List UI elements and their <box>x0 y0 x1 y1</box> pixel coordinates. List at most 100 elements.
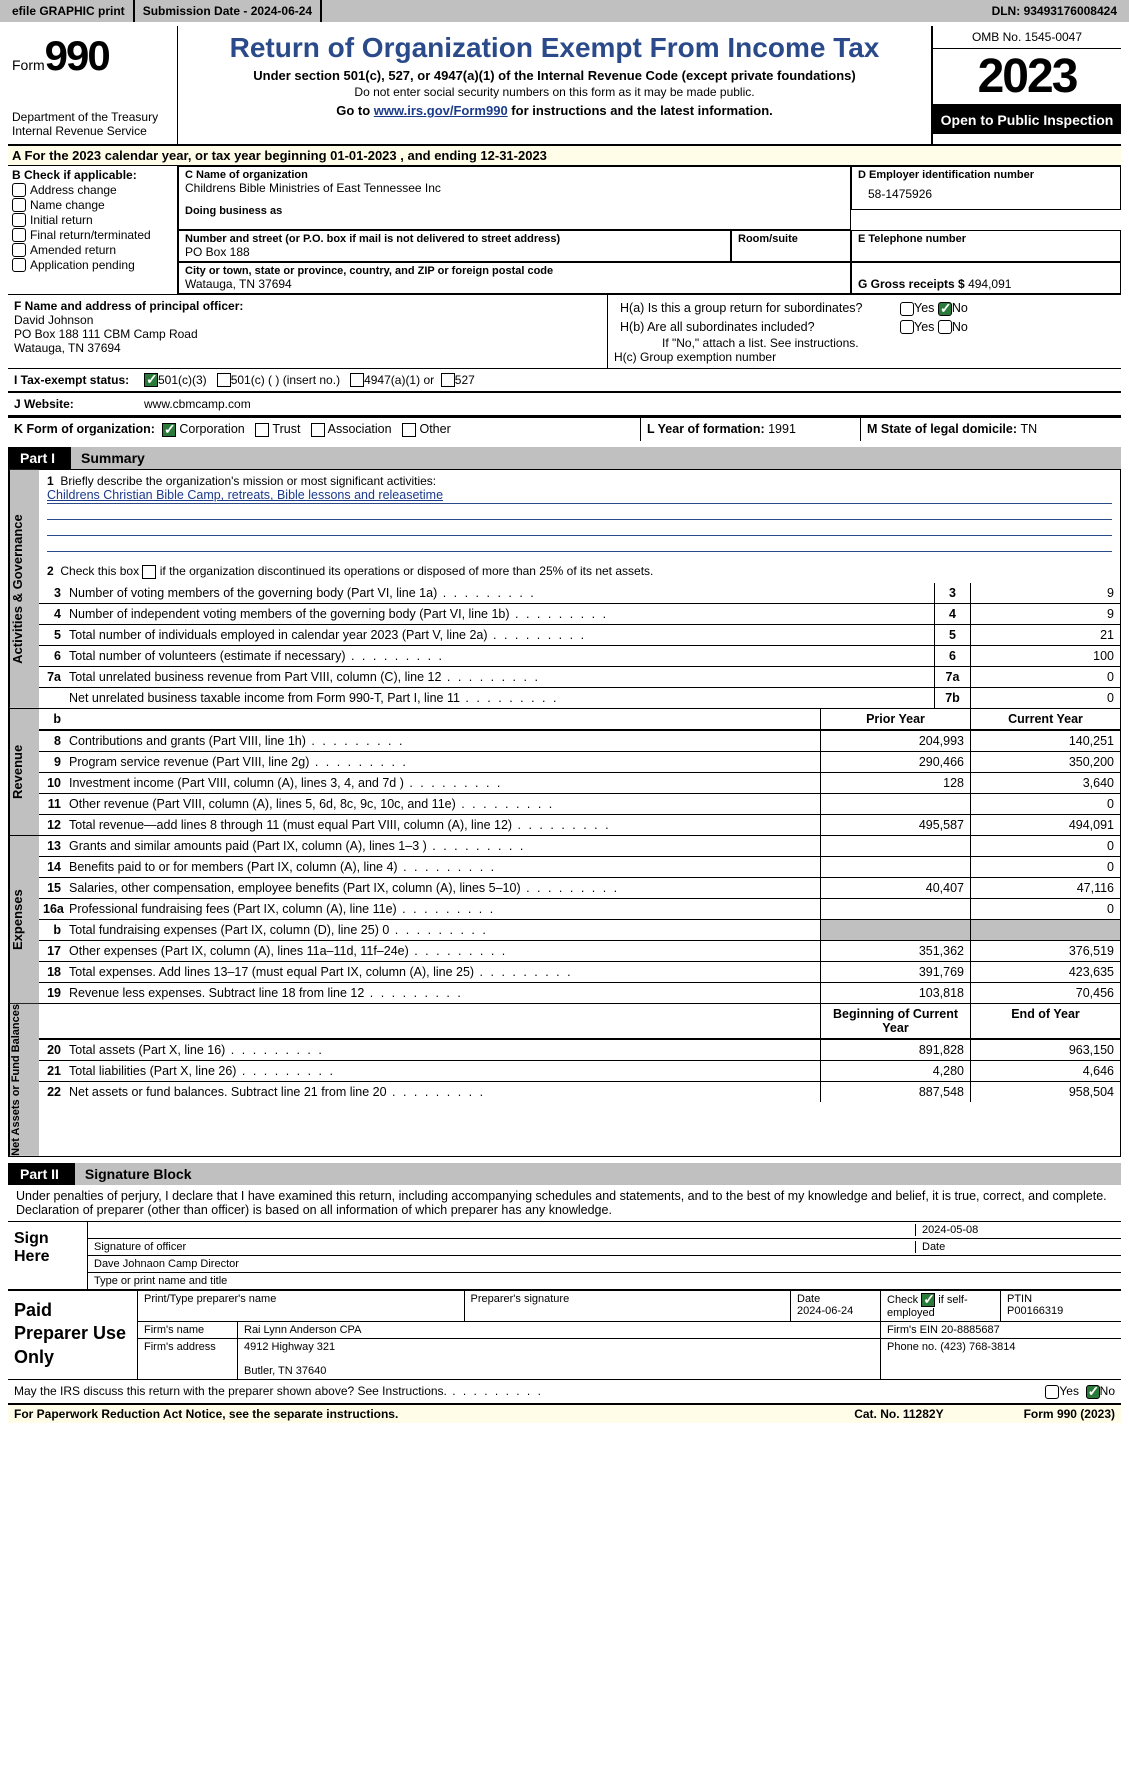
row-prior: 887,548 <box>820 1082 970 1102</box>
ag-row-value: 0 <box>970 688 1120 708</box>
row-text: Total fundraising expenses (Part IX, col… <box>65 920 820 940</box>
chk-amended[interactable] <box>12 243 26 257</box>
hdr-current-year: Current Year <box>970 709 1120 729</box>
section-net-assets: Net Assets or Fund Balances Beginning of… <box>8 1004 1121 1157</box>
chk-corp[interactable] <box>162 423 176 437</box>
paid-preparer-label: Paid Preparer Use Only <box>8 1291 138 1379</box>
ptin-value: P00166319 <box>1007 1305 1063 1317</box>
ein-label: D Employer identification number <box>858 169 1114 181</box>
part-2-title: Signature Block <box>75 1163 1121 1185</box>
h-a-label: H(a) Is this a group return for subordin… <box>614 299 894 318</box>
prep-name-label: Print/Type preparer's name <box>138 1291 465 1321</box>
org-name: Childrens Bible Ministries of East Tenne… <box>185 181 844 195</box>
dept-label: Department of the Treasury Internal Reve… <box>12 110 173 138</box>
row-text: Professional fundraising fees (Part IX, … <box>65 899 820 919</box>
chk-address-change[interactable] <box>12 183 26 197</box>
q2-text: Check this box if the organization disco… <box>60 564 653 578</box>
chk-name-change[interactable] <box>12 198 26 212</box>
firm-ein-label: Firm's EIN <box>887 1324 941 1336</box>
hb-yes[interactable] <box>900 320 914 334</box>
irs-link[interactable]: www.irs.gov/Form990 <box>374 103 508 118</box>
hdr-eoy: End of Year <box>970 1004 1120 1038</box>
tab-ag: Activities & Governance <box>9 470 39 708</box>
mission-text[interactable]: Childrens Christian Bible Camp, retreats… <box>47 488 443 502</box>
row-current: 140,251 <box>970 731 1120 751</box>
subtitle-1: Under section 501(c), 527, or 4947(a)(1)… <box>188 68 921 83</box>
form-word: Form <box>12 57 45 73</box>
row-current: 376,519 <box>970 941 1120 961</box>
subtitle-3: Go to www.irs.gov/Form990 for instructio… <box>188 103 921 118</box>
row-text: Investment income (Part VIII, column (A)… <box>65 773 820 793</box>
ha-yes[interactable] <box>900 302 914 316</box>
row-current: 3,640 <box>970 773 1120 793</box>
prep-self-employed: Check if self-employed <box>881 1291 1001 1321</box>
subtitle-2: Do not enter social security numbers on … <box>188 85 921 99</box>
chk-other[interactable] <box>402 423 416 437</box>
row-k: K Form of organization: Corporation Trus… <box>8 418 641 441</box>
prep-date-label: Date <box>797 1293 820 1305</box>
officer-label: F Name and address of principal officer: <box>14 299 243 313</box>
discuss-no[interactable] <box>1086 1385 1100 1399</box>
discuss-label: May the IRS discuss this return with the… <box>14 1384 543 1399</box>
section-revenue: Revenue bPrior YearCurrent Year 8Contrib… <box>8 709 1121 836</box>
row-m: M State of legal domicile: TN <box>861 418 1121 441</box>
row-text: Total assets (Part X, line 16) <box>65 1040 820 1060</box>
omb-number: OMB No. 1545-0047 <box>933 26 1121 49</box>
h-b-label: H(b) Are all subordinates included? <box>614 318 894 337</box>
row-prior <box>820 836 970 856</box>
row-text: Net assets or fund balances. Subtract li… <box>65 1082 820 1102</box>
chk-trust[interactable] <box>255 423 269 437</box>
sig-date-value: 2024-05-08 <box>915 1224 1115 1236</box>
hdr-prior-year: Prior Year <box>820 709 970 729</box>
sig-date-label: Date <box>915 1241 1115 1253</box>
row-prior: 103,818 <box>820 983 970 1003</box>
row-text: Other revenue (Part VIII, column (A), li… <box>65 794 820 814</box>
firm-ein-value: 20-8885687 <box>941 1324 1000 1336</box>
chk-self-employed[interactable] <box>921 1293 935 1307</box>
ag-row-value: 9 <box>970 604 1120 624</box>
chk-final-return[interactable] <box>12 228 26 242</box>
discuss-yes[interactable] <box>1045 1385 1059 1399</box>
row-prior: 495,587 <box>820 815 970 835</box>
row-current: 47,116 <box>970 878 1120 898</box>
officer-name: David Johnson <box>14 313 93 327</box>
ag-row-text: Number of independent voting members of … <box>65 604 934 624</box>
row-text: Other expenses (Part IX, column (A), lin… <box>65 941 820 961</box>
city-value: Watauga, TN 37694 <box>185 277 844 291</box>
open-inspection: Open to Public Inspection <box>933 106 1121 134</box>
row-current: 350,200 <box>970 752 1120 772</box>
ag-row-value: 21 <box>970 625 1120 645</box>
chk-501c[interactable] <box>217 373 231 387</box>
chk-pending[interactable] <box>12 258 26 272</box>
part-1-header: Part I Summary <box>8 447 1121 469</box>
tab-rev: Revenue <box>9 709 39 835</box>
firm-phone-label: Phone no. <box>887 1341 940 1353</box>
form-footer: Form 990 (2023) <box>1024 1407 1115 1421</box>
hb-no[interactable] <box>938 320 952 334</box>
row-text: Total expenses. Add lines 13–17 (must eq… <box>65 962 820 982</box>
row-text: Revenue less expenses. Subtract line 18 … <box>65 983 820 1003</box>
ptin-label: PTIN <box>1007 1293 1032 1305</box>
ha-no[interactable] <box>938 302 952 316</box>
row-text: Contributions and grants (Part VIII, lin… <box>65 731 820 751</box>
row-prior <box>820 794 970 814</box>
row-prior: 351,362 <box>820 941 970 961</box>
firm-addr-label: Firm's address <box>138 1339 238 1379</box>
efile-label: efile GRAPHIC print <box>4 0 135 22</box>
row-prior <box>820 857 970 877</box>
chk-initial-return[interactable] <box>12 213 26 227</box>
chk-assoc[interactable] <box>311 423 325 437</box>
top-toolbar: efile GRAPHIC print Submission Date - 20… <box>0 0 1129 22</box>
chk-discontinued[interactable] <box>142 565 156 579</box>
submission-date: Submission Date - 2024-06-24 <box>135 0 322 22</box>
row-text: Salaries, other compensation, employee b… <box>65 878 820 898</box>
ein-value: 58-1475926 <box>858 181 1114 207</box>
chk-501c3[interactable] <box>144 373 158 387</box>
chk-527[interactable] <box>441 373 455 387</box>
firm-name-value: Rai Lynn Anderson CPA <box>238 1322 881 1338</box>
chk-4947[interactable] <box>350 373 364 387</box>
row-prior: 128 <box>820 773 970 793</box>
part-2-header: Part II Signature Block <box>8 1163 1121 1185</box>
row-prior: 391,769 <box>820 962 970 982</box>
ag-row-text: Net unrelated business taxable income fr… <box>65 688 934 708</box>
